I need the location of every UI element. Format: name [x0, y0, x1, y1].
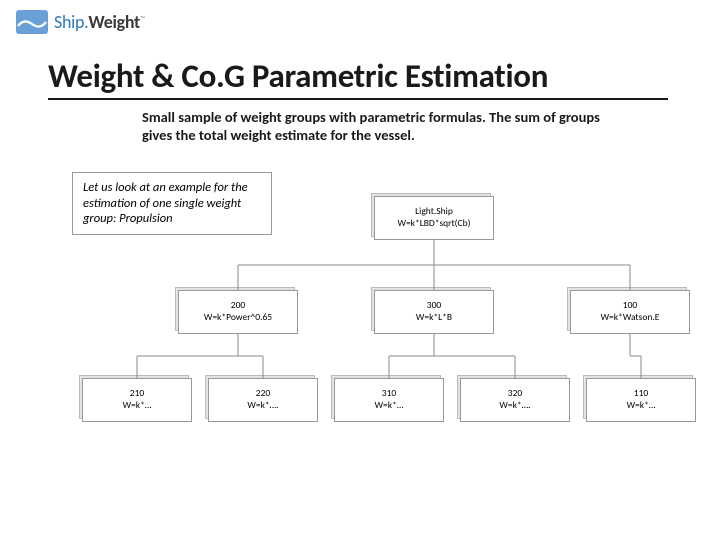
page-title: Weight & Co.G Parametric Estimation — [48, 56, 668, 100]
node-formula: W=k*…. — [247, 400, 278, 412]
node-formula: W=k*LBD*sqrt(Cb) — [398, 218, 471, 230]
tree-node-n300: 300W=k*L*B — [374, 290, 494, 334]
node-formula: W=k*…. — [499, 400, 530, 412]
node-formula: W=k*… — [627, 400, 656, 412]
tree-node-n310: 310W=k*… — [334, 378, 444, 422]
brand-text: Ship.Weight™ — [54, 11, 145, 33]
node-formula: W=k*… — [123, 400, 152, 412]
tree-node-root: Light.ShipW=k*LBD*sqrt(Cb) — [374, 196, 494, 240]
callout-box: Let us look at an example for the estima… — [72, 172, 272, 235]
tree-node-n320: 320W=k*…. — [460, 378, 570, 422]
tree-node-n200: 200W=k*Power^0.65 — [178, 290, 298, 334]
page-subtitle: Small sample of weight groups with param… — [142, 108, 602, 144]
tree-node-n110: 110W=k*… — [586, 378, 696, 422]
tree-node-n100: 100W=k*Watson.E — [570, 290, 690, 334]
tree-node-n220: 220W=k*…. — [208, 378, 318, 422]
tree-node-n210: 210W=k*… — [82, 378, 192, 422]
node-formula: W=k*Watson.E — [601, 312, 660, 324]
node-formula: W=k*L*B — [416, 312, 452, 324]
node-formula: W=k*Power^0.65 — [204, 312, 272, 324]
brand-logo: Ship.Weight™ — [16, 10, 145, 34]
wave-icon — [16, 10, 48, 34]
node-formula: W=k*… — [375, 400, 404, 412]
